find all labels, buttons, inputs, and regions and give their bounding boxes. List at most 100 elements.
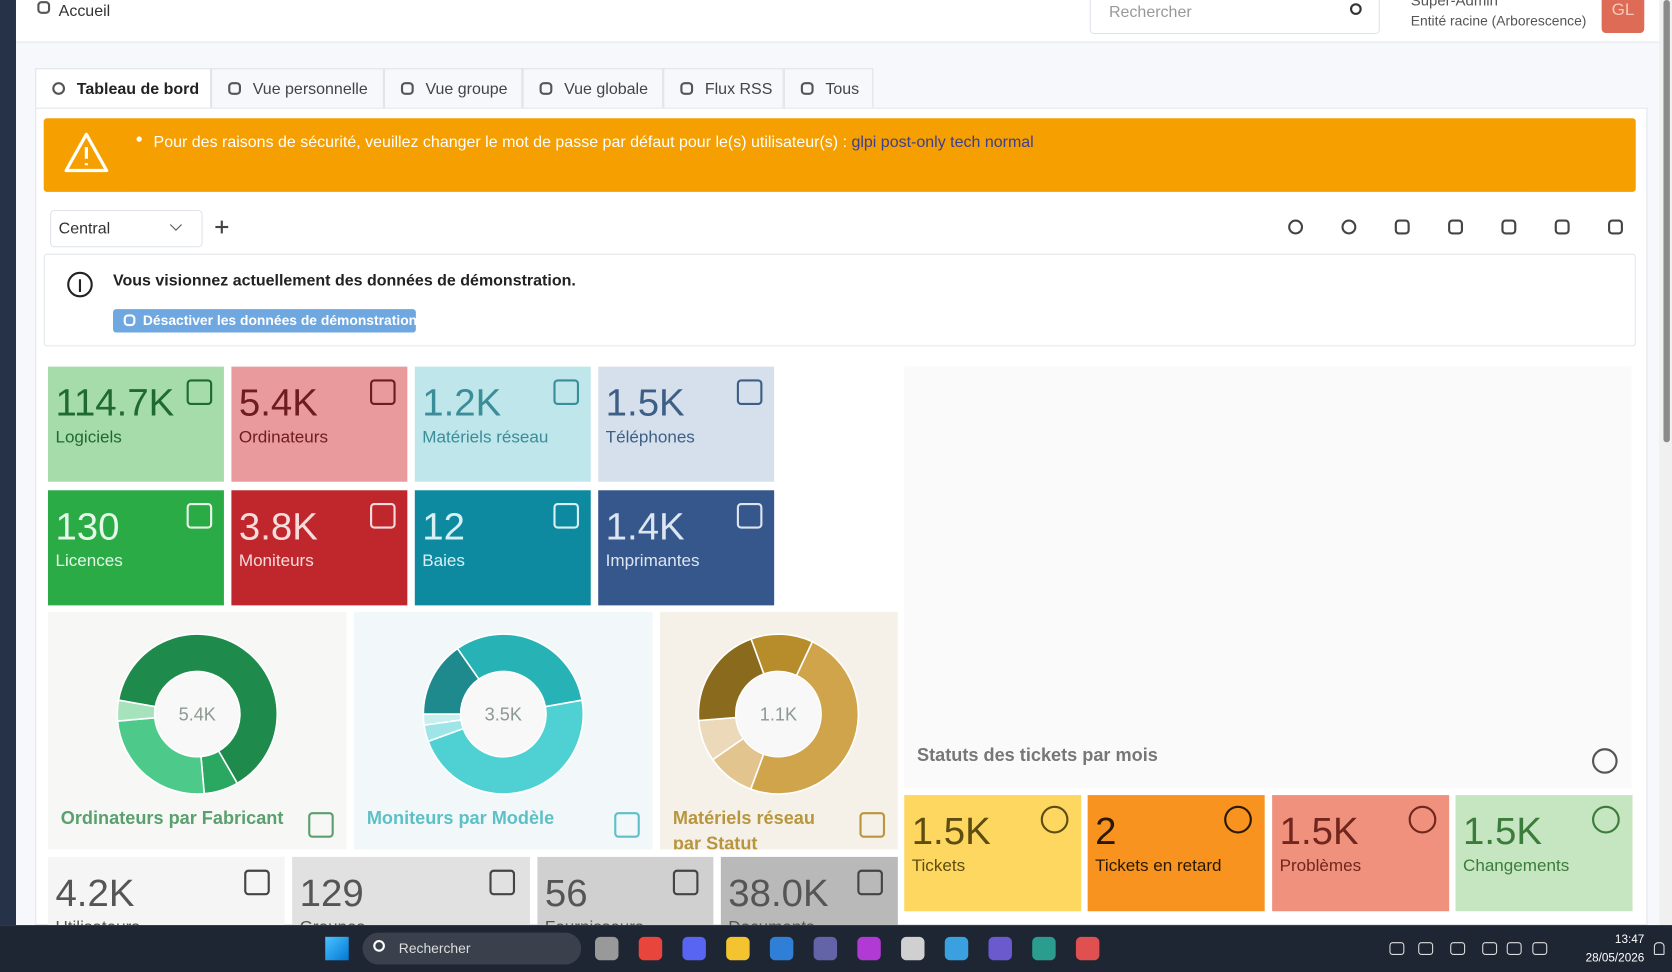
tile-value: 56	[544, 870, 588, 915]
tile: 1.5K Tickets	[904, 795, 1082, 912]
tile-value: 129	[299, 870, 364, 915]
donut-title: Matériels réseau par Statut	[672, 807, 815, 850]
tile-value: 1.5K	[605, 380, 685, 425]
tile-value: 1.5K	[1279, 808, 1359, 853]
taskbar-app[interactable]	[944, 936, 969, 961]
tile-value: 130	[55, 504, 120, 548]
tile: 130 Licences	[47, 490, 224, 606]
tile-value: 4.2K	[55, 870, 135, 915]
tile-label: Moniteurs	[238, 552, 314, 571]
user-entity: Entité racine (Arborescence)	[1410, 12, 1587, 29]
chart-title: Statuts des tickets par mois	[917, 744, 1158, 766]
tile-value: 5.4K	[238, 380, 318, 425]
tile-value: 1.5K	[911, 808, 991, 853]
icon	[1592, 748, 1618, 774]
tab-label: Flux RSS	[704, 79, 773, 99]
tile: 129 Groupes	[292, 856, 530, 926]
search-box[interactable]: Rechercher	[1089, 0, 1380, 35]
notification-bell[interactable]	[1653, 942, 1665, 955]
alert-message: Pour des raisons de sécurité, veuillez c…	[153, 133, 852, 152]
icon	[553, 503, 580, 529]
icon[interactable]	[1394, 219, 1410, 235]
donut-title: Moniteurs par Modèle	[366, 807, 555, 829]
icon	[614, 812, 640, 838]
tile-value: 114.7K	[55, 380, 175, 425]
tab[interactable]: Tous	[783, 68, 874, 109]
tile: 3.8K Moniteurs	[231, 490, 408, 606]
donut-segment	[116, 699, 157, 722]
tile-label: Ordinateurs	[238, 428, 328, 447]
taskbar-app[interactable]	[769, 936, 794, 961]
tray-icon	[1482, 942, 1498, 955]
donut-total: 3.5K	[485, 704, 522, 724]
taskbar-app[interactable]	[638, 936, 663, 961]
taskbar-app[interactable]	[595, 936, 619, 961]
icon	[1408, 805, 1437, 834]
tile-label: Licences	[55, 552, 123, 571]
tile-label: Baies	[422, 552, 465, 571]
icon	[37, 1, 51, 14]
icon	[857, 869, 883, 896]
tab[interactable]: Vue personnelle	[211, 68, 384, 109]
tile-value: 1.5K	[1463, 808, 1542, 853]
add-button-v	[220, 220, 223, 234]
taskbar-app[interactable]	[682, 936, 706, 961]
donut-segment	[422, 647, 480, 715]
icon	[186, 503, 213, 529]
tray-icon	[1389, 942, 1405, 955]
tab-label: Vue personnelle	[252, 79, 368, 99]
donut-total: 5.4K	[179, 704, 216, 724]
tray-icon	[1450, 942, 1466, 955]
tile-label: Imprimantes	[605, 552, 700, 571]
donut-hole	[155, 672, 239, 756]
tab[interactable]: Vue globale	[522, 68, 664, 109]
tile: 114.7K Logiciels	[47, 366, 224, 482]
donut-segment	[749, 640, 860, 795]
icon[interactable]	[1341, 219, 1357, 235]
tile: 4.2K Utilisateurs	[47, 856, 285, 926]
start-button[interactable]	[325, 936, 349, 961]
avatar[interactable]: GL	[1601, 0, 1645, 34]
icon[interactable]	[1554, 219, 1570, 235]
icon	[1040, 805, 1069, 834]
tile: 1.5K Problèmes	[1272, 795, 1450, 912]
icon	[123, 314, 136, 327]
taskbar-app[interactable]	[1032, 936, 1056, 961]
icon	[1349, 3, 1362, 15]
tab[interactable]: Tableau de bord	[35, 68, 212, 109]
taskbar-app[interactable]	[726, 936, 750, 961]
icon[interactable]	[1501, 219, 1517, 235]
breadcrumb[interactable]: Accueil	[58, 2, 111, 21]
alert-users[interactable]: glpi post-only tech normal	[851, 133, 1034, 152]
taskbar-app[interactable]	[813, 936, 838, 961]
taskbar-app[interactable]	[988, 936, 1012, 961]
clock-time: 13:47	[1614, 933, 1645, 947]
taskbar-search-label: Rechercher	[398, 940, 471, 957]
chart-card	[904, 366, 1632, 789]
tile-label: Tickets	[911, 856, 966, 876]
icon	[680, 82, 694, 95]
tile-label: Changements	[1463, 856, 1570, 876]
icon[interactable]	[1288, 219, 1304, 235]
taskbar-app[interactable]	[1075, 936, 1100, 961]
donut-segment	[117, 633, 278, 785]
taskbar-search[interactable]: Rechercher	[362, 932, 582, 965]
demo-button[interactable]: Désactiver les données de démonstration	[113, 309, 417, 333]
icon[interactable]	[1448, 219, 1464, 235]
tab[interactable]: Flux RSS	[663, 68, 784, 109]
icon	[553, 379, 580, 406]
tray-icon	[1506, 942, 1522, 955]
icon[interactable]	[1608, 219, 1623, 235]
icon	[373, 940, 385, 952]
tile: 12 Baies	[414, 490, 591, 606]
tab[interactable]: Vue groupe	[383, 68, 523, 109]
taskbar-app[interactable]	[857, 936, 881, 961]
dashboard-select[interactable]: Central	[50, 209, 203, 248]
tile-value: 12	[422, 504, 465, 548]
search-placeholder: Rechercher	[1108, 3, 1192, 22]
tray-icon	[1418, 942, 1434, 955]
header	[15, 0, 1660, 43]
taskbar-app[interactable]	[901, 936, 925, 961]
tile: 2 Tickets en retard	[1087, 795, 1265, 912]
